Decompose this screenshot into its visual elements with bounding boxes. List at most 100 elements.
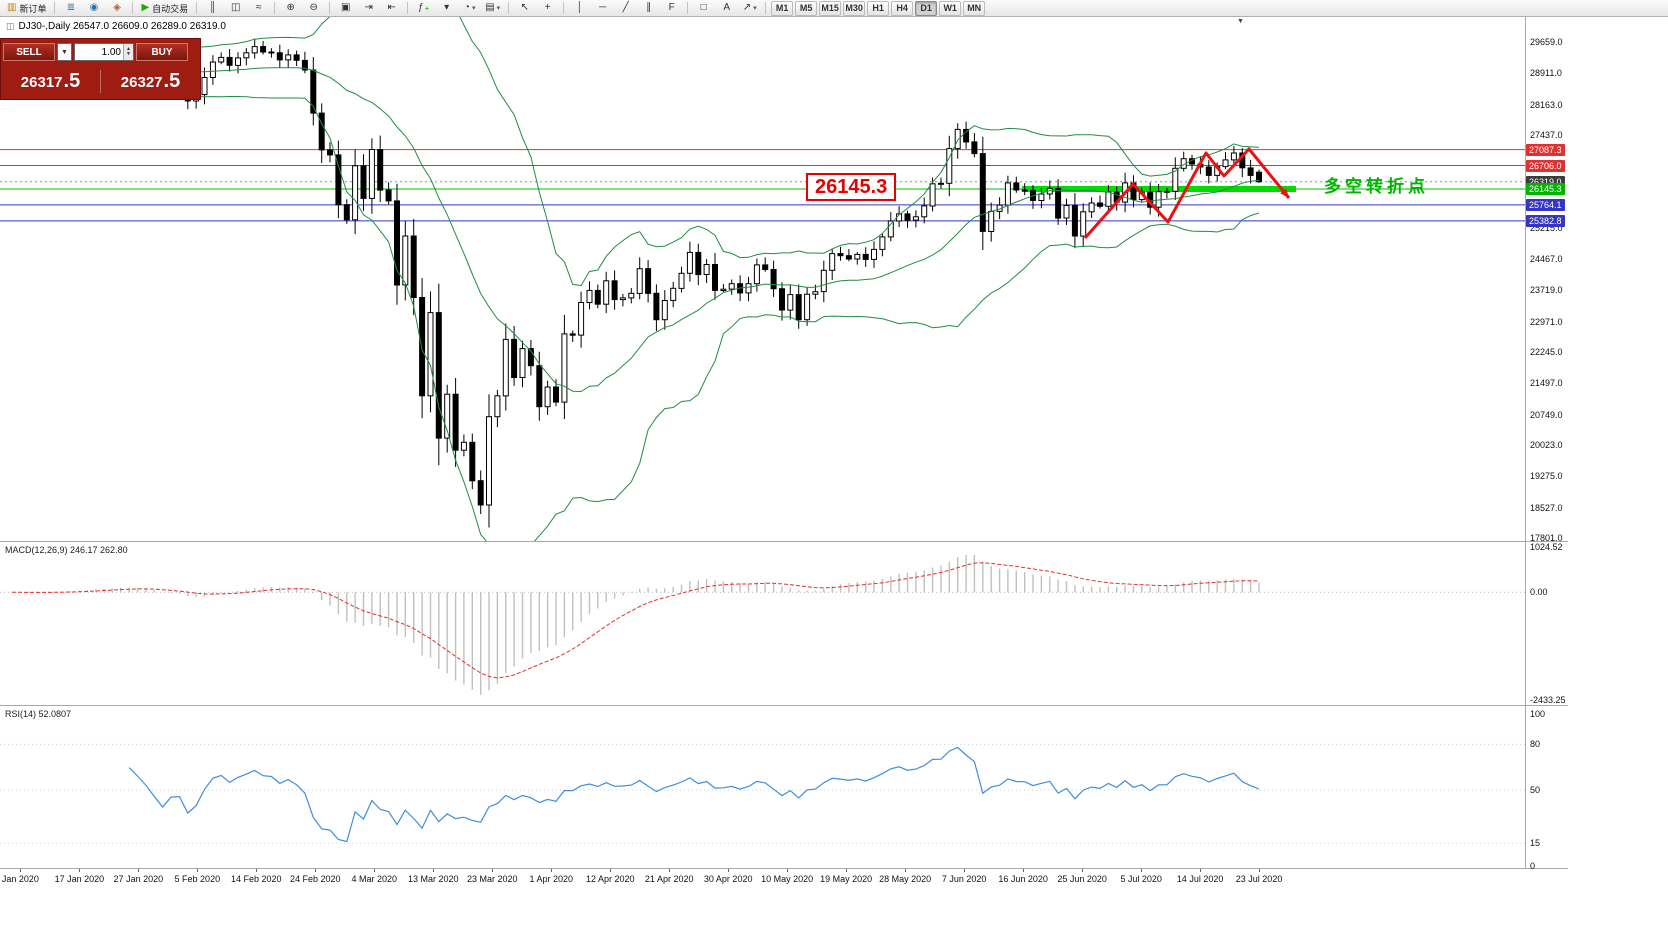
time-tick xyxy=(787,869,789,872)
buy-price[interactable]: 26327 .5 xyxy=(120,69,181,92)
mql-community-icon[interactable]: ◉ xyxy=(89,2,99,13)
macd-scale-label: 1024.52 xyxy=(1530,542,1563,552)
price-tick-label: 22245.0 xyxy=(1530,347,1563,358)
zigzag-arrowhead xyxy=(1280,188,1289,198)
price-callout-box[interactable]: 26145.3 xyxy=(806,173,897,201)
date-label: 30 Apr 2020 xyxy=(703,874,753,884)
vertical-line-icon[interactable]: │ xyxy=(576,2,583,13)
trendline-icon[interactable]: ╱ xyxy=(622,2,629,13)
toolbar-separator xyxy=(196,2,198,14)
time-tick xyxy=(1259,869,1261,872)
line-chart-icon[interactable]: ≈ xyxy=(255,2,262,13)
date-label: 17 Jan 2020 xyxy=(54,874,105,884)
timeframe-m5[interactable]: M5 xyxy=(795,0,818,16)
chart-shift-marker[interactable]: ▼ xyxy=(1237,18,1244,25)
zoom-out-icon[interactable]: ⊖ xyxy=(309,2,318,13)
panel-separator[interactable] xyxy=(0,541,1568,542)
price-tick-label: 20749.0 xyxy=(1530,409,1563,420)
crosshair-icon[interactable]: + xyxy=(544,2,551,13)
text-label-icon[interactable]: A xyxy=(723,2,731,13)
templates-icon[interactable]: ▤ ▾ xyxy=(485,2,501,13)
date-label: 25 Jun 2020 xyxy=(1057,874,1107,884)
time-tick xyxy=(610,869,612,872)
price-tick-label: 24467.0 xyxy=(1530,254,1563,265)
price-tag: 25382.8 xyxy=(1526,214,1565,227)
tile-windows-icon[interactable]: ▣ xyxy=(340,2,351,13)
volume-input[interactable] xyxy=(75,45,123,59)
shapes-icon[interactable]: □ xyxy=(700,2,707,13)
main-chart[interactable] xyxy=(0,17,1525,541)
date-label: 4 Mar 2020 xyxy=(351,874,398,884)
fibonacci-icon[interactable]: F xyxy=(668,2,675,13)
timeframe-m1[interactable]: M1 xyxy=(771,0,794,16)
time-tick xyxy=(433,869,435,872)
toolbar-separator xyxy=(508,2,510,14)
rsi-panel[interactable] xyxy=(0,706,1525,868)
timeframe-m30[interactable]: M30 xyxy=(843,0,866,16)
time-tick xyxy=(20,869,22,872)
one-click-trading-panel[interactable]: SELL ▼ ▲ ▼ BUY 26317 .5 26327 .5 xyxy=(0,38,201,100)
zoom-in-icon[interactable]: ⊕ xyxy=(286,2,295,13)
price-tick-label: 17801.0 xyxy=(1530,533,1563,543)
date-label: 14 Feb 2020 xyxy=(231,874,282,884)
timeframe-d1[interactable]: D1 xyxy=(915,0,938,16)
horizontal-line-icon[interactable]: ─ xyxy=(599,2,607,13)
order-type-dropdown[interactable]: ▼ xyxy=(57,43,72,61)
turning-point-label[interactable]: 多空转折点 xyxy=(1324,177,1429,196)
sell-button[interactable]: SELL xyxy=(3,43,55,61)
price-tick-label: 27437.0 xyxy=(1530,129,1563,140)
buy-button[interactable]: BUY xyxy=(136,43,188,61)
rsi-scale-label: 15 xyxy=(1530,838,1541,849)
auto-scroll-icon[interactable]: ⇥ xyxy=(364,2,373,13)
time-tick xyxy=(79,869,81,872)
date-label: 28 May 2020 xyxy=(879,874,932,884)
price-tag: 26145.3 xyxy=(1526,182,1565,195)
macd-header: MACD(12,26,9) 246.17 262.80 xyxy=(5,545,128,555)
volume-up-icon[interactable]: ▲ xyxy=(126,46,131,52)
timeframe-h4[interactable]: H4 xyxy=(891,0,914,16)
time-tick xyxy=(669,869,671,872)
rsi-scale-label: 80 xyxy=(1530,739,1541,750)
toolbar-separator xyxy=(329,2,331,14)
timeframe-h1[interactable]: H1 xyxy=(867,0,890,16)
bollinger-lower-band xyxy=(170,86,1260,541)
date-label: 1 Apr 2020 xyxy=(529,874,574,884)
autotrading-button[interactable]: ▶ 自动交易 xyxy=(141,2,189,14)
timeframe-w1[interactable]: W1 xyxy=(939,0,962,16)
arrow-tool-icon[interactable]: ↗ ▾ xyxy=(742,2,757,13)
chart-title: ◫ DJ30-,Daily 26547.0 26609.0 26289.0 263… xyxy=(6,21,226,32)
cursor-icon[interactable]: ↖ xyxy=(520,2,529,13)
toolbar-separator xyxy=(54,2,56,14)
rsi-scale-label: 100 xyxy=(1530,709,1546,719)
time-axis[interactable]: Jan 2020 17 Jan 2020 27 Jan 2020 5 Feb 2020… xyxy=(0,869,1568,888)
channel-icon[interactable]: ∥ xyxy=(646,2,652,13)
time-tick xyxy=(197,869,199,872)
timeframe-m15[interactable]: M15 xyxy=(819,0,842,16)
new-order-button[interactable]: ▥ 新订单 xyxy=(7,2,47,14)
price-tick-label: 22971.0 xyxy=(1530,316,1563,327)
period-selector-icon[interactable]: ◔ ▾ xyxy=(463,2,476,13)
indicators-icon[interactable]: ƒ + xyxy=(418,2,430,13)
market-depth-icon[interactable]: ≣ xyxy=(66,2,76,13)
date-label: 23 Jul 2020 xyxy=(1235,874,1283,884)
volume-down-icon[interactable]: ▼ xyxy=(126,51,131,57)
time-tick xyxy=(374,869,376,872)
chart-shift-icon[interactable]: ⇤ xyxy=(387,2,396,13)
bollinger-upper-band xyxy=(170,17,1260,287)
timeframe-mn[interactable]: MN xyxy=(963,0,986,16)
panel-separator[interactable] xyxy=(0,705,1568,706)
price-tag: 27087.3 xyxy=(1526,143,1565,156)
alerts-icon[interactable]: ◈ xyxy=(113,2,121,13)
price-scale[interactable]: 29659.0 28911.0 28163.0 27437.0 25215.0 24467… xyxy=(1526,0,1668,945)
bar-chart-icon[interactable]: ║ xyxy=(209,2,217,13)
panel-separator[interactable] xyxy=(0,868,1568,869)
macd-panel[interactable] xyxy=(0,542,1525,705)
candlestick-chart-icon[interactable]: ◫ xyxy=(230,2,241,13)
price-tick-label: 18527.0 xyxy=(1530,502,1563,513)
volume-stepper[interactable]: ▲ ▼ xyxy=(123,44,133,60)
indicators-dropdown[interactable]: ▾ xyxy=(444,2,450,13)
date-label: 5 Feb 2020 xyxy=(174,874,221,884)
price-tick-label: 23719.0 xyxy=(1530,285,1563,296)
time-tick xyxy=(905,869,907,872)
sell-price[interactable]: 26317 .5 xyxy=(1,69,101,93)
